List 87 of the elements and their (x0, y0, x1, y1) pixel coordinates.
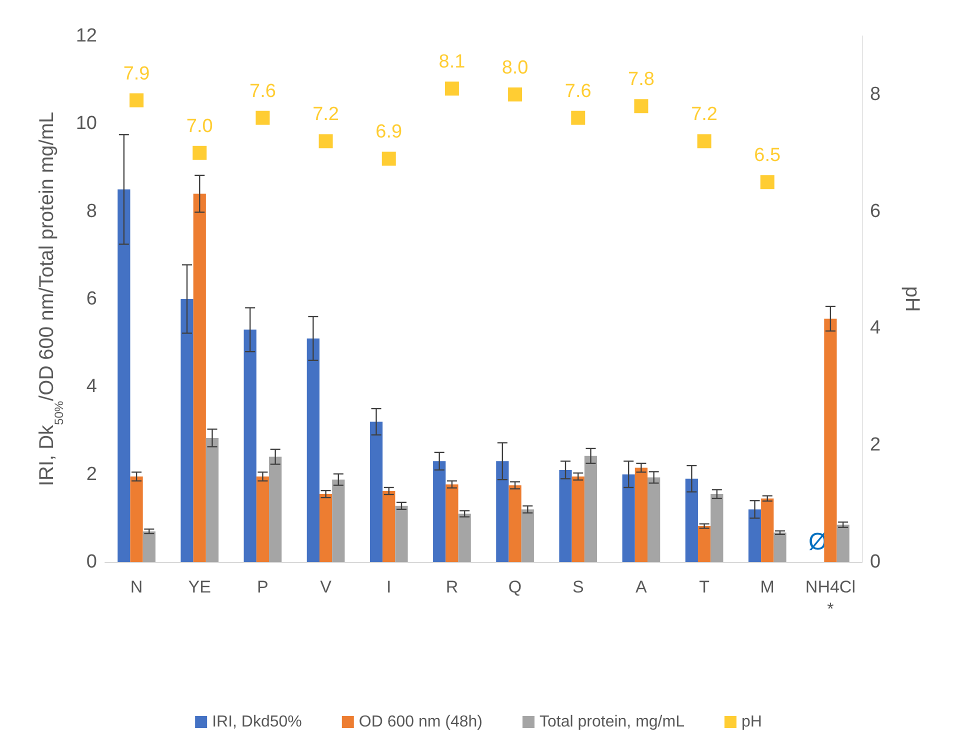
data-label: 7.9 (123, 63, 150, 84)
x-tick-label: V (320, 578, 332, 596)
x-tick-label: R (446, 578, 458, 596)
x-tick-label: NH4Cl * (805, 578, 856, 618)
bar (496, 461, 509, 562)
point (444, 82, 459, 96)
y2-tick-label: 0 (870, 552, 881, 572)
x-tick-label: T (699, 578, 710, 596)
bar (180, 299, 194, 562)
data-label: 7.6 (249, 80, 276, 102)
bar (269, 456, 282, 562)
bar (433, 461, 446, 562)
bar (332, 480, 345, 562)
x-tick-label: I (386, 578, 392, 596)
bar (256, 476, 270, 562)
x-tick-label: YE (188, 578, 211, 596)
bar (584, 456, 598, 562)
bar (761, 498, 774, 562)
bar (774, 532, 786, 562)
y-tick-label: 10 (76, 113, 97, 134)
bar (306, 338, 320, 562)
data-label: 7.6 (564, 80, 592, 102)
bar (244, 330, 256, 562)
y-tick-label: 2 (86, 464, 97, 485)
bar (634, 468, 648, 562)
bar (130, 476, 143, 562)
point (571, 110, 586, 125)
point (760, 175, 774, 190)
data-label: 7.2 (312, 104, 340, 126)
bar (748, 509, 762, 562)
bar (698, 526, 711, 562)
bar (559, 470, 572, 562)
data-label: 7.0 (186, 116, 213, 137)
legend-label: IRI, Dkd50% (212, 714, 302, 730)
y2-tick-label: 8 (870, 84, 881, 105)
x-tick-label: M (760, 578, 774, 596)
x-tick-label: Q (508, 578, 522, 596)
bar (118, 189, 130, 562)
bar (824, 318, 837, 562)
data-label: 7.8 (628, 69, 654, 90)
bar (458, 514, 471, 562)
x-tick-label: N (130, 578, 143, 596)
y2-tick-label: 2 (870, 434, 881, 456)
bar (446, 484, 458, 562)
x-tick-label: P (257, 578, 268, 596)
legend-label: pH (741, 714, 762, 730)
point (382, 152, 396, 166)
bar (370, 422, 383, 562)
bar (648, 477, 660, 562)
bar (710, 494, 724, 562)
y-tick-label: 6 (86, 288, 97, 310)
bar (508, 485, 522, 562)
point (192, 146, 207, 160)
data-label: 8.0 (502, 57, 528, 78)
y-axis-title: IRI, Dk50%/OD 600 nm/Total protein mg/mL (36, 112, 66, 486)
point (318, 134, 333, 148)
data-label: 6.5 (754, 145, 781, 166)
point (697, 134, 712, 148)
point (508, 87, 522, 102)
bar (206, 438, 219, 562)
point (256, 110, 270, 125)
bar (319, 494, 332, 562)
y2-tick-label: 4 (870, 318, 881, 339)
legend-label: Total protein, mg/mL (540, 714, 685, 730)
bar (685, 478, 698, 562)
data-label: 8.1 (438, 52, 466, 73)
y2-axis-title: pH (901, 286, 923, 312)
bar (521, 509, 534, 562)
bar (395, 506, 408, 562)
x-tick-label: A (636, 578, 648, 596)
point (634, 99, 648, 114)
y-tick-label: 0 (86, 552, 97, 572)
bar (836, 524, 850, 562)
y-tick-label: 12 (76, 26, 97, 46)
y-tick-label: 8 (86, 200, 97, 222)
legend-label: OD 600 nm (48h) (358, 714, 483, 730)
y2-tick-label: 6 (870, 200, 881, 222)
point (130, 93, 144, 108)
bar (142, 531, 156, 562)
bar (572, 476, 584, 562)
data-label: 6.9 (376, 122, 402, 143)
bar (382, 490, 396, 562)
bar (193, 194, 206, 562)
bar (622, 474, 635, 562)
x-tick-label: S (572, 578, 584, 596)
data-label: 7.2 (691, 104, 718, 126)
y-tick-label: 4 (86, 376, 98, 398)
